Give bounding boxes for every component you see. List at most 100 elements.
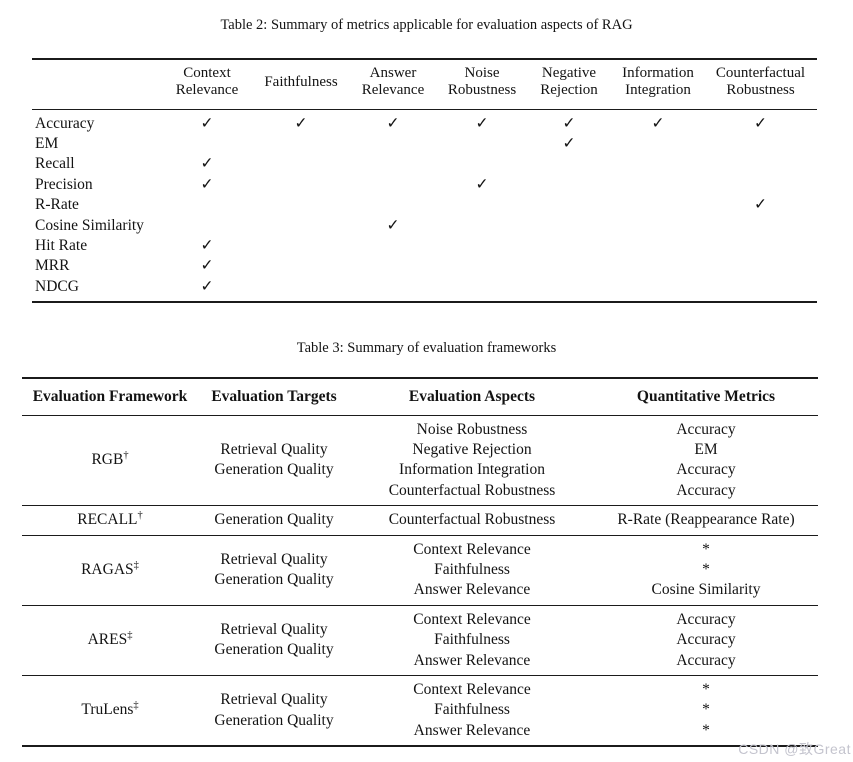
- empty-cell: [612, 216, 704, 236]
- framework-row: TruLens‡ Retrieval Quality Generation Qual…: [22, 675, 818, 746]
- aspect-line: Answer Relevance: [413, 651, 531, 669]
- column-header: Noise Robustness: [438, 59, 526, 110]
- checkmark-icon: ✓: [754, 114, 767, 132]
- framework-targets-cell: Generation Quality: [198, 505, 350, 536]
- metric-label: Accuracy: [35, 114, 95, 132]
- metric-line: Accuracy: [676, 651, 736, 669]
- framework-name: RGB: [91, 451, 124, 469]
- checkmark-icon: ✓: [386, 114, 400, 132]
- empty-cell: [160, 134, 254, 154]
- target-line: Generation Quality: [214, 711, 334, 729]
- empty-cell: [254, 154, 348, 174]
- table2-caption: Table 2: Summary of metrics applicable f…: [220, 17, 633, 33]
- column-header: Evaluation Targets: [198, 378, 350, 416]
- metric-label: EM: [35, 134, 59, 152]
- empty-cell: [704, 134, 817, 154]
- metric-line: EM: [694, 440, 718, 458]
- empty-cell: [348, 134, 438, 154]
- footnote-marker: †: [137, 509, 143, 521]
- empty-cell: [526, 236, 612, 256]
- frameworks-table-body: RGB† Retrieval Quality Generation Quality N…: [22, 415, 818, 746]
- checkmark-icon: ✓: [200, 155, 214, 173]
- empty-cell: [438, 154, 526, 174]
- metric-line: Accuracy: [676, 461, 736, 479]
- empty-cell: [526, 175, 612, 195]
- target-line: Generation Quality: [214, 461, 334, 479]
- framework-row: ARES‡ Retrieval Quality Generation Quality…: [22, 605, 818, 676]
- checkmark-icon: ✓: [200, 114, 214, 132]
- aspect-line: Answer Relevance: [413, 721, 531, 739]
- framework-name: RECALL: [77, 511, 138, 529]
- empty-cell: [704, 256, 817, 276]
- aspect-line: Context Relevance: [413, 610, 531, 628]
- column-header: Information Integration: [612, 59, 704, 110]
- aspect-line: Faithfulness: [434, 701, 510, 719]
- checkmark-icon: ✓: [200, 277, 214, 295]
- empty-cell: [254, 236, 348, 256]
- framework-name-cell: RGB†: [22, 415, 198, 507]
- metrics-table: Context Relevance Faithfulness Answer Re…: [32, 58, 817, 304]
- empty-cell: [612, 175, 704, 195]
- empty-cell: [438, 195, 526, 215]
- framework-metrics-cell: R-Rate (Reappearance Rate): [594, 505, 818, 536]
- framework-targets-cell: Retrieval Quality Generation Quality: [198, 675, 350, 746]
- metric-label: Hit Rate: [35, 236, 88, 254]
- target-line: Retrieval Quality: [220, 440, 328, 458]
- metric-line: *: [702, 540, 710, 558]
- metric-row: Cosine Similarity ✓: [32, 216, 817, 236]
- metric-row: Precision ✓ ✓: [32, 175, 817, 195]
- empty-cell: [438, 277, 526, 302]
- empty-header-cell: [32, 59, 160, 110]
- aspect-line: Information Integration: [399, 461, 545, 479]
- metric-label: Recall: [35, 155, 75, 173]
- metric-row: Recall ✓: [32, 154, 817, 174]
- metric-line: *: [702, 721, 710, 739]
- column-header: Answer Relevance: [348, 59, 438, 110]
- metric-label: R-Rate: [35, 196, 79, 214]
- empty-cell: [612, 134, 704, 154]
- empty-cell: [612, 256, 704, 276]
- column-header: Negative Rejection: [526, 59, 612, 110]
- header-row: Context Relevance Faithfulness Answer Re…: [32, 59, 817, 110]
- column-header: Faithfulness: [254, 59, 348, 110]
- column-header: Counterfactual Robustness: [704, 59, 817, 110]
- framework-aspects-cell: Counterfactual Robustness: [350, 505, 594, 536]
- framework-metrics-cell: Accuracy Accuracy Accuracy: [594, 605, 818, 676]
- aspect-line: Context Relevance: [413, 540, 531, 558]
- empty-cell: [438, 236, 526, 256]
- framework-targets-cell: Retrieval Quality Generation Quality: [198, 605, 350, 676]
- aspect-line: Negative Rejection: [412, 440, 532, 458]
- framework-name: TruLens: [81, 701, 134, 719]
- checkmark-icon: ✓: [200, 175, 214, 193]
- checkmark-icon: ✓: [475, 175, 489, 193]
- metrics-table-body: Accuracy ✓ ✓ ✓ ✓ ✓ ✓ ✓ EM ✓ Recall ✓ Precision ✓ ✓ R-Ra…: [32, 109, 817, 302]
- checkmark-icon: ✓: [200, 257, 214, 275]
- metric-row: NDCG ✓: [32, 277, 817, 302]
- metric-label: MRR: [35, 257, 70, 275]
- column-header: Evaluation Aspects: [350, 378, 594, 416]
- target-line: Generation Quality: [214, 571, 334, 589]
- empty-cell: [348, 256, 438, 276]
- target-line: Retrieval Quality: [220, 620, 328, 638]
- metric-line: Accuracy: [676, 420, 736, 438]
- csdn-watermark: CSDN @致Great: [738, 741, 851, 757]
- footnote-marker: ‡: [133, 559, 139, 571]
- aspect-line: Context Relevance: [413, 680, 531, 698]
- framework-aspects-cell: Noise Robustness Negative Rejection Inform…: [350, 415, 594, 507]
- empty-cell: [526, 277, 612, 302]
- empty-cell: [254, 195, 348, 215]
- framework-name: ARES: [87, 631, 128, 649]
- empty-cell: [526, 154, 612, 174]
- checkmark-icon: ✓: [754, 196, 767, 214]
- aspect-line: Counterfactual Robustness: [388, 481, 556, 499]
- aspect-line: Counterfactual Robustness: [388, 511, 556, 529]
- table3-caption: Table 3: Summary of evaluation framework…: [296, 340, 557, 356]
- empty-cell: [160, 216, 254, 236]
- checkmark-icon: ✓: [386, 216, 400, 234]
- empty-cell: [254, 256, 348, 276]
- column-header: Evaluation Framework: [22, 378, 198, 416]
- framework-name-cell: TruLens‡: [22, 675, 198, 746]
- framework-aspects-cell: Context Relevance Faithfulness Answer Rele…: [350, 675, 594, 746]
- column-header: Quantitative Metrics: [594, 378, 818, 416]
